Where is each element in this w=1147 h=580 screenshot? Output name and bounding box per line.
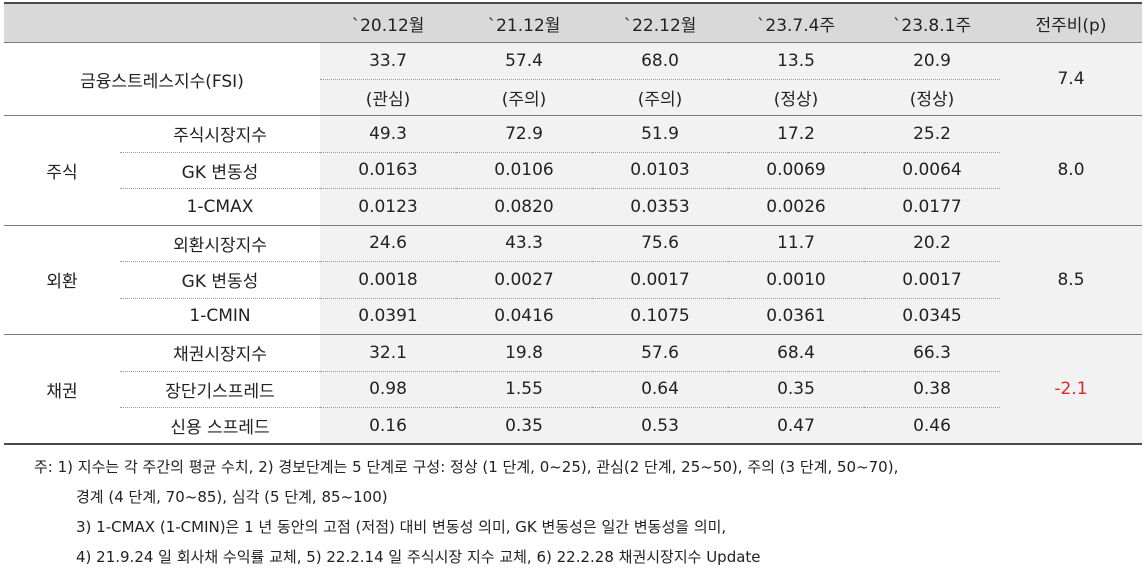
table-row: 신용 스프레드 0.16 0.35 0.53 0.47 0.46 [4,407,1142,445]
footnote-line: 경계 (4 단계, 70~85), 심각 (5 단계, 85~100) [76,488,388,506]
cell-value: 0.0123 [320,188,456,226]
cell-value: 0.16 [320,407,456,445]
fsi-status: (주의) [592,79,728,116]
cell-value: 0.0106 [456,152,592,189]
row-label: GK 변동성 [120,152,320,189]
header-blank [4,2,320,43]
cell-value: 43.3 [456,225,592,262]
cell-value: 1.55 [456,371,592,408]
fsi-value: 13.5 [728,42,864,80]
table-row: 1-CMIN 0.0391 0.0416 0.1075 0.0361 0.034… [4,298,1142,335]
cell-value: 0.0820 [456,188,592,226]
cell-value: 32.1 [320,334,456,372]
cell-value: 0.98 [320,371,456,408]
cell-value: 75.6 [592,225,728,262]
group-label-bond: 채권 [4,334,120,445]
group-change-fx: 8.5 [1000,225,1142,335]
cell-value: 0.0103 [592,152,728,189]
group-label-stock: 주식 [4,115,120,226]
row-label: 신용 스프레드 [120,407,320,445]
fsi-status: (주의) [456,79,592,116]
table-row: GK 변동성 0.0163 0.0106 0.0103 0.0069 0.006… [4,152,1142,189]
row-label: 채권시장지수 [120,334,320,372]
fsi-value-row: 금융스트레스지수(FSI) 33.7 57.4 68.0 13.5 20.9 7… [4,42,1142,116]
cell-value: 0.64 [592,371,728,408]
cell-value: 57.6 [592,334,728,372]
fsi-status: (정상) [864,79,1000,116]
footnote-line: 주: 1) 지수는 각 주간의 평균 수치, 2) 경보단계는 5 단계로 구성… [34,458,899,476]
fsi-table: `20.12월 `21.12월 `22.12월 `23.7.4주 `23.8.1… [4,2,1142,445]
cell-value: 0.0345 [864,298,1000,335]
cell-value: 0.0361 [728,298,864,335]
footnote-line: 4) 21.9.24 일 회사채 수익률 교체, 5) 22.2.14 일 주식… [76,548,761,566]
fsi-label: 금융스트레스지수(FSI) [4,42,320,116]
table-row: 채권 채권시장지수 32.1 19.8 57.6 68.4 66.3 -2.1 [4,334,1142,445]
header-cell: `20.12월 [320,2,456,43]
table-row: 외환 외환시장지수 24.6 43.3 75.6 11.7 20.2 8.5 [4,225,1142,335]
cell-value: 0.0010 [728,261,864,299]
cell-value: 20.2 [864,225,1000,262]
cell-value: 0.0177 [864,188,1000,226]
cell-value: 25.2 [864,115,1000,153]
cell-value: 0.0017 [592,261,728,299]
row-label: 장단기스프레드 [120,371,320,408]
header-cell: `23.8.1주 [864,2,1000,43]
cell-value: 0.38 [864,371,1000,408]
fsi-value: 57.4 [456,42,592,80]
cell-value: 0.35 [456,407,592,445]
group-change-stock: 8.0 [1000,115,1142,226]
cell-value: 0.0353 [592,188,728,226]
fsi-value: 68.0 [592,42,728,80]
cell-value: 72.9 [456,115,592,153]
header-row: `20.12월 `21.12월 `22.12월 `23.7.4주 `23.8.1… [4,2,1142,43]
fsi-status: (관심) [320,79,456,116]
cell-value: 0.0069 [728,152,864,189]
table-row: 주식 주식시장지수 49.3 72.9 51.9 17.2 25.2 8.0 [4,115,1142,226]
cell-value: 0.0027 [456,261,592,299]
cell-value: 0.0017 [864,261,1000,299]
group-change-bond: -2.1 [1000,334,1142,445]
cell-value: 0.0026 [728,188,864,226]
cell-value: 17.2 [728,115,864,153]
fsi-change: 7.4 [1000,42,1142,116]
cell-value: 0.35 [728,371,864,408]
cell-value: 19.8 [456,334,592,372]
cell-value: 0.53 [592,407,728,445]
row-label: GK 변동성 [120,261,320,299]
row-label: 주식시장지수 [120,115,320,153]
footnotes: 주: 1) 지수는 각 주간의 평균 수치, 2) 경보단계는 5 단계로 구성… [34,452,898,572]
cell-value: 49.3 [320,115,456,153]
cell-value: 24.6 [320,225,456,262]
cell-value: 0.0163 [320,152,456,189]
fsi-value: 33.7 [320,42,456,80]
cell-value: 0.0018 [320,261,456,299]
cell-value: 0.47 [728,407,864,445]
fsi-status-row: (관심) (주의) (주의) (정상) (정상) [4,79,1142,116]
header-cell: 전주비(p) [1000,2,1142,43]
row-label: 1-CMIN [120,298,320,335]
header-cell: `23.7.4주 [728,2,864,43]
cell-value: 66.3 [864,334,1000,372]
fsi-value: 20.9 [864,42,1000,80]
header-cell: `21.12월 [456,2,592,43]
cell-value: 0.1075 [592,298,728,335]
row-label: 외환시장지수 [120,225,320,262]
table-row: GK 변동성 0.0018 0.0027 0.0017 0.0010 0.001… [4,261,1142,299]
row-label: 1-CMAX [120,188,320,226]
cell-value: 68.4 [728,334,864,372]
fsi-status: (정상) [728,79,864,116]
cell-value: 0.0391 [320,298,456,335]
cell-value: 51.9 [592,115,728,153]
table-row: 장단기스프레드 0.98 1.55 0.64 0.35 0.38 [4,371,1142,408]
cell-value: 11.7 [728,225,864,262]
cell-value: 0.0064 [864,152,1000,189]
footnote-line: 3) 1-CMAX (1-CMIN)은 1 년 동안의 고점 (저점) 대비 변… [76,518,727,536]
cell-value: 0.0416 [456,298,592,335]
header-cell: `22.12월 [592,2,728,43]
cell-value: 0.46 [864,407,1000,445]
table-row: 1-CMAX 0.0123 0.0820 0.0353 0.0026 0.017… [4,188,1142,226]
group-label-fx: 외환 [4,225,120,335]
